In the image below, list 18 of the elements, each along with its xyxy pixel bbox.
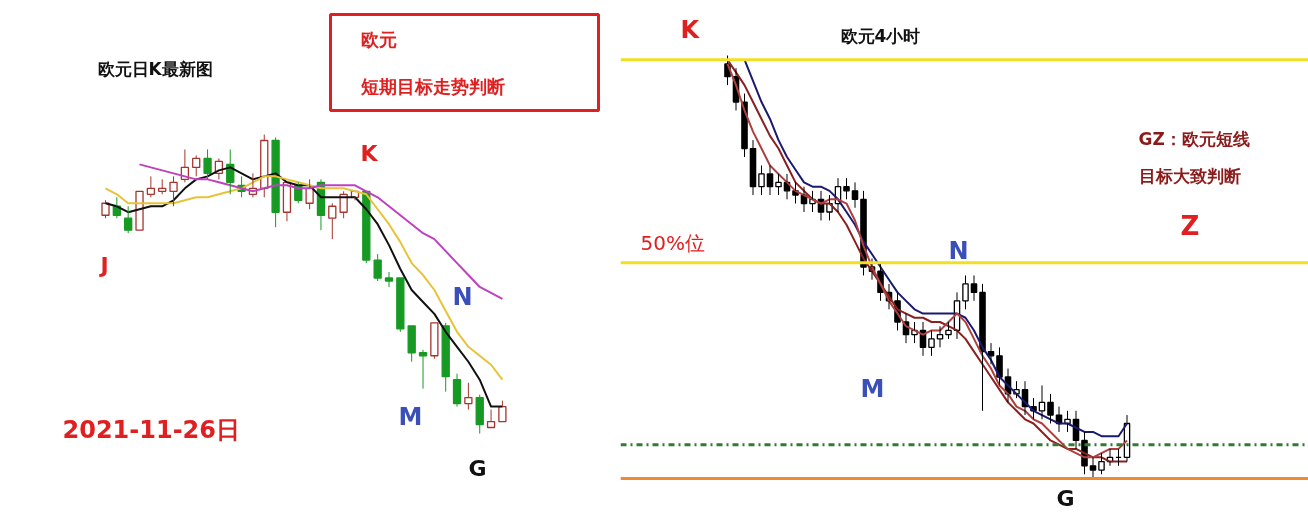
chart-title: 欧元4小时 (840, 25, 921, 46)
annotation: N (452, 282, 473, 311)
ref-line-label: 50%位 (640, 230, 705, 255)
annotation: 2021-11-26日 (62, 415, 241, 444)
text: 短期目标走势判断 (359, 75, 505, 97)
text: G (468, 455, 487, 481)
text: G (1056, 485, 1075, 511)
annotation: N (948, 236, 969, 265)
chart-title: 欧元日K最新图 (97, 58, 213, 79)
annotation: J (98, 252, 109, 278)
annotation: K (360, 140, 379, 166)
text: 欧元 (360, 28, 397, 50)
text: Z (1180, 210, 1200, 241)
text: GZ：欧元短线 (1138, 128, 1250, 149)
text: K (680, 15, 701, 44)
text: 目标大致判断 (1138, 165, 1241, 186)
annotation: M (398, 402, 423, 431)
annotation: M (860, 374, 885, 403)
